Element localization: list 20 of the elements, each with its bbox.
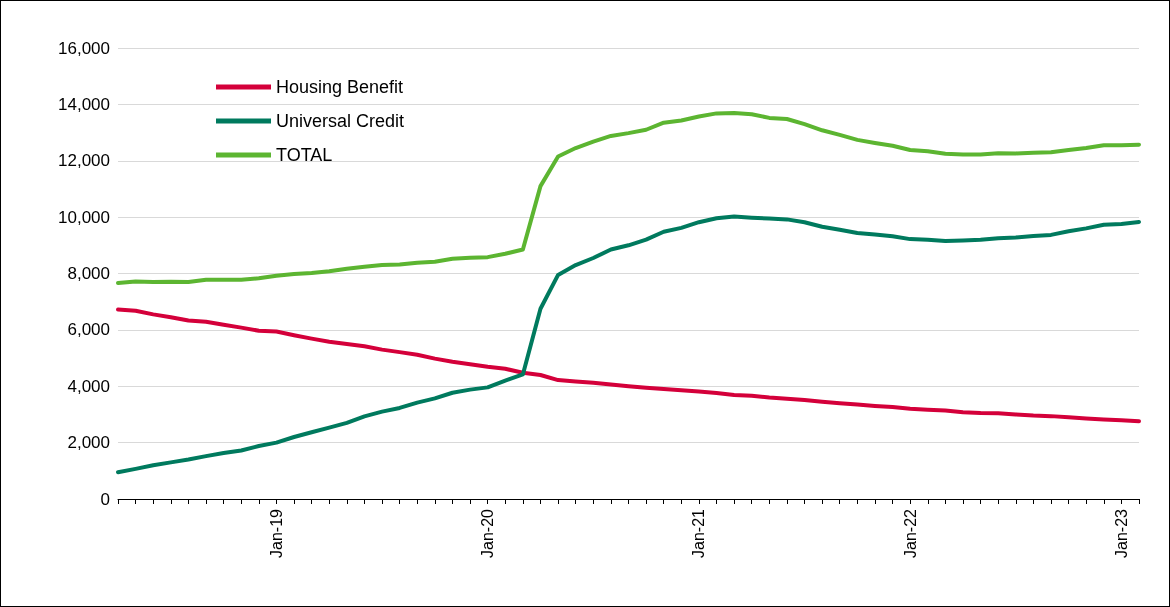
line-series (116, 111, 1141, 286)
x-tick-label: Jan-23 (1112, 508, 1130, 558)
y-tick-label: 14,000 (58, 94, 110, 114)
y-tick-label: 16,000 (58, 38, 110, 58)
x-tick-label: Jan-22 (901, 508, 919, 558)
legend-label: Housing Benefit (276, 77, 404, 97)
x-tick-label: Jan-21 (690, 508, 708, 558)
y-tick-label: 2,000 (67, 433, 110, 453)
y-tick-label: 0 (100, 489, 110, 509)
y-tick-label: 6,000 (67, 320, 110, 340)
y-tick-label: 4,000 (67, 376, 110, 396)
line-series (116, 307, 1141, 424)
legend-label: Universal Credit (276, 111, 405, 131)
legend-label: TOTAL (276, 145, 333, 165)
x-tick-label: Jan-20 (479, 508, 497, 558)
y-tick-label: 10,000 (58, 207, 110, 227)
line-series (116, 214, 1141, 475)
y-tick-label: 8,000 (67, 264, 110, 283)
y-tick-label: 12,000 (58, 151, 110, 171)
x-tick-label: Jan-19 (267, 508, 285, 558)
